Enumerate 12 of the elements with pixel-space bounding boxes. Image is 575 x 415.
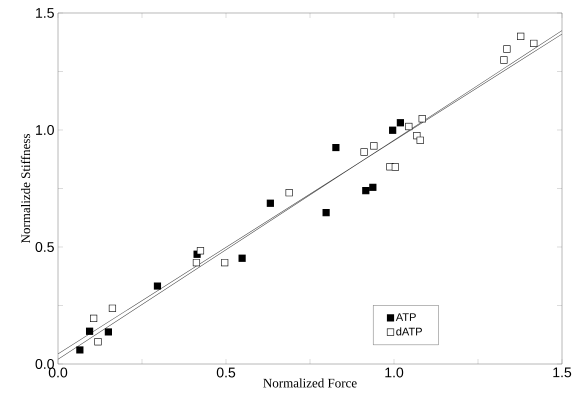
x-axis-title: Normalized Force (263, 378, 357, 388)
y-tick-label: 1.0 (36, 125, 54, 135)
x-tick-label: 0.5 (216, 368, 236, 378)
y-tick-label: 0.5 (36, 242, 54, 252)
x-tick-label: 0.0 (48, 368, 68, 378)
x-tick-label: 1.5 (553, 368, 572, 378)
legend-label: ATP (396, 313, 416, 321)
legend-label: dATP (396, 327, 422, 336)
x-tick-label: 1.0 (385, 368, 404, 378)
y-axis-title: Normalizde Stiffness (20, 134, 30, 244)
y-tick-label: 0.0 (36, 359, 54, 369)
y-tick-label: 1.5 (36, 8, 54, 18)
